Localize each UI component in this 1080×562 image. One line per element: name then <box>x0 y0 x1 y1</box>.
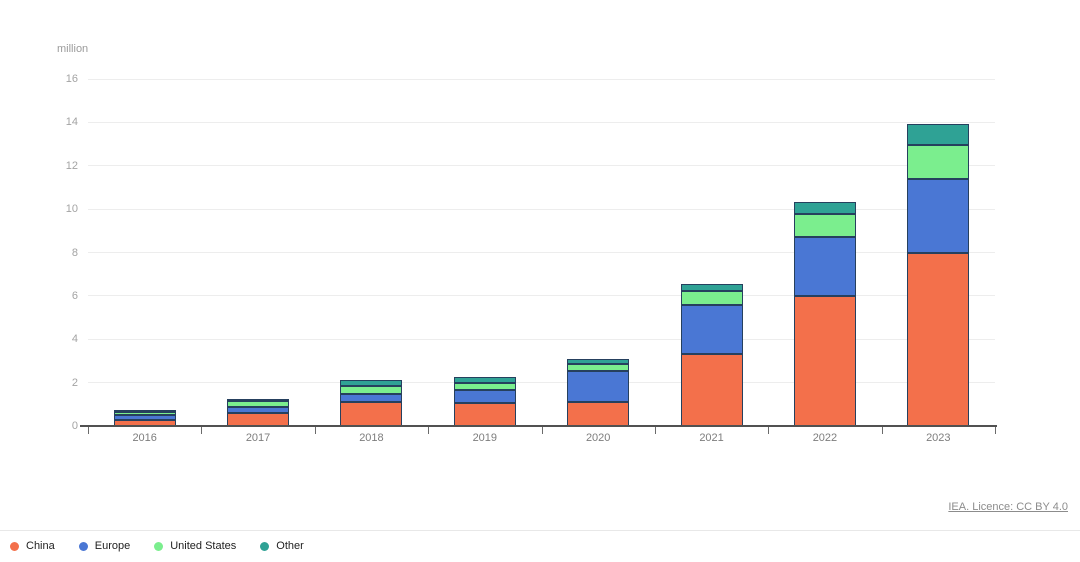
legend-dot-icon <box>260 541 270 551</box>
bar-segment-china-2023[interactable] <box>907 252 970 426</box>
y-tick-label: 4 <box>71 333 78 346</box>
legend-item-china[interactable]: China <box>10 540 55 552</box>
bar-segment-europe-2017[interactable] <box>227 406 290 414</box>
legend-dot-icon <box>78 541 88 551</box>
legend-dot-icon <box>154 541 164 551</box>
legend-item-europe[interactable]: Europe <box>78 540 131 552</box>
x-tick-label: 2019 <box>472 432 498 444</box>
bar-2016 <box>113 79 176 426</box>
x-tick-label: 2022 <box>812 432 838 444</box>
bar-segment-united-states-2023[interactable] <box>907 144 970 179</box>
bar-2022 <box>793 79 856 426</box>
bar-segment-united-states-2019[interactable] <box>453 382 516 390</box>
y-tick-label: 14 <box>65 116 78 129</box>
bar-segment-other-2020[interactable] <box>567 359 630 364</box>
legend-dot-icon <box>10 541 19 551</box>
bar-segment-europe-2023[interactable] <box>907 178 970 253</box>
footer-divider <box>0 530 1080 531</box>
y-tick-label: 10 <box>65 203 78 216</box>
gridline <box>88 165 995 167</box>
bar-segment-china-2021[interactable] <box>680 354 743 426</box>
bar-segment-united-states-2021[interactable] <box>680 291 743 306</box>
bar-segment-other-2019[interactable] <box>453 377 516 383</box>
bar-2020 <box>567 79 630 426</box>
x-axis-tick <box>428 427 430 434</box>
x-tick-label: 2016 <box>132 432 157 444</box>
bar-segment-other-2022[interactable] <box>793 201 856 214</box>
gridline <box>88 295 995 297</box>
x-tick-label: 2017 <box>245 432 271 444</box>
gridline <box>88 338 995 340</box>
y-tick-label: 2 <box>71 376 78 389</box>
x-axis-tick <box>314 427 316 434</box>
bar-segment-other-2018[interactable] <box>340 380 403 387</box>
y-tick-label: 6 <box>71 289 78 302</box>
bar-segment-china-2019[interactable] <box>453 403 516 426</box>
bar-segment-europe-2018[interactable] <box>340 394 403 403</box>
x-axis-tick <box>768 427 770 434</box>
y-tick-label: 0 <box>71 420 78 432</box>
legend-item-other[interactable]: Other <box>260 540 304 552</box>
bar-segment-other-2016[interactable] <box>113 410 176 413</box>
y-tick-label: 8 <box>71 246 78 259</box>
legend-label: China <box>26 540 55 552</box>
bar-2018 <box>340 79 403 426</box>
y-tick-label: 12 <box>65 159 78 172</box>
plot-area <box>88 78 995 426</box>
x-axis-tick <box>541 427 543 434</box>
bar-segment-china-2020[interactable] <box>567 402 630 426</box>
source-attribution: IEA. Licence: CC BY 4.0 <box>948 501 1068 513</box>
x-axis-tick <box>88 427 89 434</box>
bar-segment-other-2017[interactable] <box>227 399 290 402</box>
legend: China Europe United States Other <box>10 540 304 552</box>
gridline <box>88 252 995 253</box>
gridline <box>88 382 995 384</box>
y-axis-unit-label: million <box>57 43 89 55</box>
x-axis-line <box>80 425 997 427</box>
bar-segment-europe-2021[interactable] <box>680 305 743 355</box>
y-tick-label: 16 <box>65 73 78 85</box>
bar-segment-united-states-2016[interactable] <box>113 412 176 416</box>
bar-2019 <box>453 79 516 426</box>
gridline <box>88 208 995 210</box>
bar-segment-other-2021[interactable] <box>680 283 743 292</box>
gridline <box>88 78 995 80</box>
bar-segment-other-2023[interactable] <box>907 123 970 145</box>
x-tick-label: 2018 <box>359 432 384 444</box>
legend-label: United States <box>170 540 237 552</box>
bar-segment-united-states-2022[interactable] <box>793 213 856 237</box>
bar-segment-united-states-2018[interactable] <box>340 386 403 395</box>
x-axis-tick <box>881 427 883 434</box>
x-axis-tick <box>654 427 656 434</box>
bar-segment-europe-2022[interactable] <box>793 236 856 296</box>
bar-segment-united-states-2017[interactable] <box>227 401 290 407</box>
bar-segment-europe-2020[interactable] <box>567 370 630 403</box>
bar-segment-europe-2019[interactable] <box>453 390 516 404</box>
x-axis-tick <box>995 427 996 434</box>
source-link[interactable]: IEA. Licence: CC BY 4.0 <box>948 501 1068 513</box>
bar-2023 <box>907 79 970 426</box>
bar-segment-china-2018[interactable] <box>340 402 403 426</box>
x-tick-label: 2020 <box>585 432 611 444</box>
bar-segment-united-states-2020[interactable] <box>567 363 630 371</box>
legend-label: Other <box>276 540 304 552</box>
x-tick-label: 2021 <box>699 432 724 444</box>
bar-2021 <box>680 79 743 426</box>
bar-segment-europe-2016[interactable] <box>113 415 176 420</box>
x-tick-label: 2023 <box>926 432 951 444</box>
x-axis-tick <box>201 427 203 434</box>
legend-label: Europe <box>94 540 131 552</box>
legend-item-united-states[interactable]: United States <box>154 540 236 552</box>
bar-2017 <box>227 79 290 426</box>
bar-segment-china-2022[interactable] <box>793 295 856 426</box>
gridline <box>88 121 995 123</box>
